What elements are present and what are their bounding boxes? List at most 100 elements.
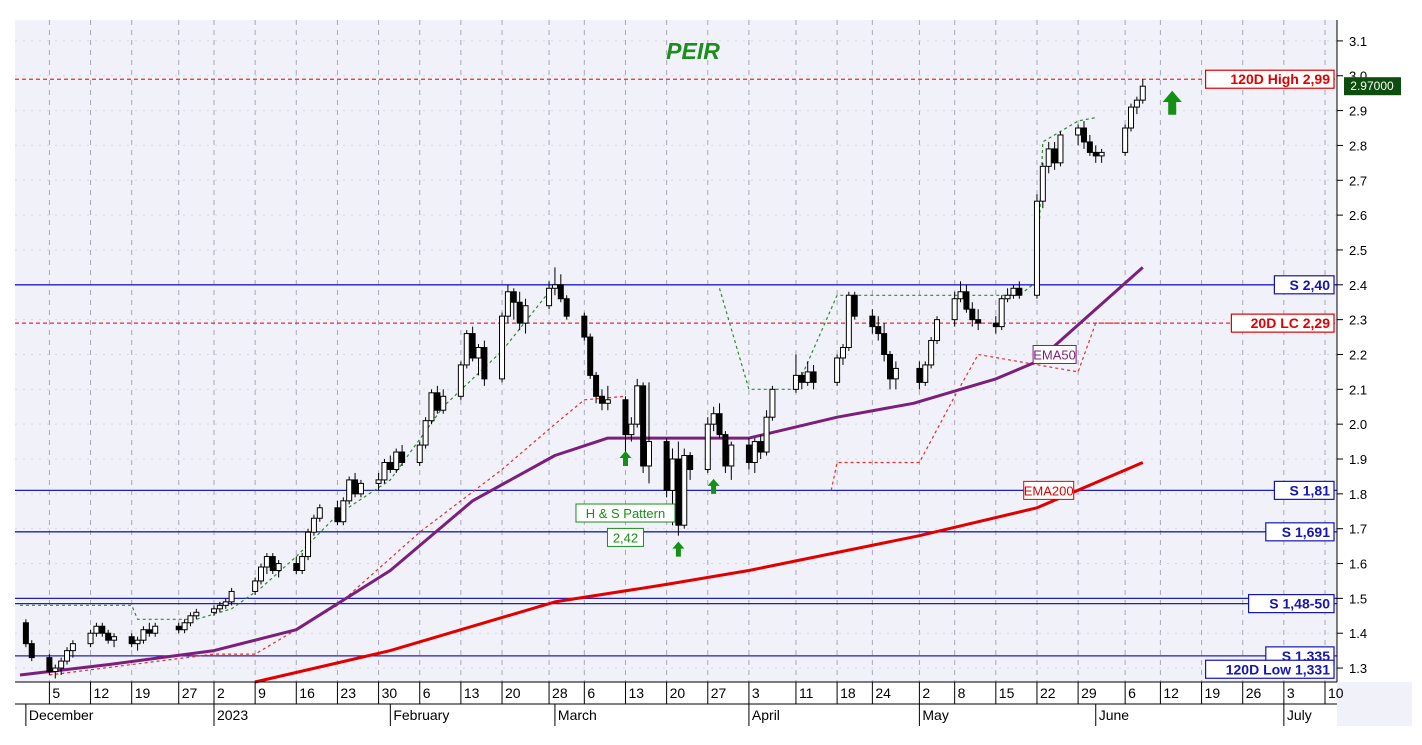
- candle-body-down: [469, 333, 476, 359]
- candle-body-down: [745, 444, 752, 463]
- candle-body-up: [551, 284, 558, 289]
- candle-body-down: [963, 291, 970, 310]
- level-label-box: [1273, 480, 1335, 500]
- candle: [922, 361, 929, 386]
- candle: [463, 330, 470, 369]
- candle-body-down: [46, 657, 53, 673]
- candle: [1092, 145, 1099, 163]
- candle-body-up: [839, 347, 846, 359]
- candle-body-down: [510, 291, 517, 303]
- candle-body-down: [881, 333, 888, 355]
- x-tick-label: 8: [958, 685, 966, 701]
- chart-title: PEIR: [666, 38, 720, 64]
- last-price-text: 2.97000: [1350, 79, 1394, 93]
- candle: [87, 629, 94, 648]
- candle-body-up: [152, 625, 159, 634]
- trailing-stop-red-lower: [830, 322, 1143, 491]
- candle-body-down: [593, 374, 600, 397]
- candle-body-up: [475, 347, 482, 359]
- annotation-text: EMA200: [1024, 483, 1074, 498]
- candle-body-up: [222, 601, 229, 606]
- x-tick-label: 15: [999, 685, 1015, 701]
- candle-body-down: [334, 507, 341, 523]
- ema200-line: [254, 461, 1144, 684]
- x-tick-label: 30: [382, 685, 398, 701]
- candle-body-up: [728, 444, 735, 467]
- candle-body-down: [581, 315, 588, 338]
- candle: [869, 309, 876, 334]
- candle: [93, 622, 100, 637]
- x-tick-label: 6: [423, 685, 431, 701]
- x-tick-label: 18: [840, 685, 856, 701]
- candle: [1010, 284, 1017, 299]
- candle: [546, 281, 553, 310]
- candle-body-down: [1080, 127, 1087, 143]
- last-price-box: [1344, 77, 1401, 96]
- x-tick-label: 20: [505, 685, 521, 701]
- candle-body-up: [934, 319, 941, 342]
- annotation-text: H & S Pattern: [586, 506, 665, 521]
- candle: [675, 441, 682, 536]
- candle-body-down: [128, 636, 135, 645]
- candle-body-down: [722, 434, 729, 467]
- level-label: 20D LC 2,29: [1230, 313, 1335, 333]
- candle-body-up: [645, 441, 652, 467]
- last-price-tag: 2.97000: [1344, 77, 1401, 96]
- candle: [175, 622, 182, 634]
- candle-body-down: [798, 374, 805, 383]
- x-tick-label: 13: [628, 685, 644, 701]
- candle: [416, 441, 423, 466]
- up-arrow-icon: [619, 451, 632, 466]
- level-label-box: [1273, 275, 1335, 295]
- candle-body-down: [757, 441, 764, 453]
- annotation-ema200: EMA200: [1023, 480, 1075, 500]
- candle: [1051, 141, 1058, 170]
- candle: [704, 417, 711, 473]
- x-tick-label: 29: [1081, 685, 1097, 701]
- candle-body-up: [463, 333, 470, 366]
- candle: [99, 622, 106, 637]
- candle-body-up: [58, 660, 65, 669]
- level-label-box: [1204, 659, 1335, 679]
- candle-body-up: [763, 416, 770, 453]
- candle: [604, 385, 611, 411]
- candle: [1133, 96, 1140, 115]
- candle-body-up: [340, 500, 347, 523]
- annotation-box: [606, 527, 644, 547]
- candle: [275, 560, 282, 578]
- candle-body-down: [175, 625, 182, 631]
- x-tick-label: 22: [1040, 685, 1056, 701]
- candles: [22, 79, 1146, 679]
- candle: [645, 382, 652, 484]
- candle: [722, 431, 729, 473]
- y-tick-label: 2.5: [1349, 243, 1367, 258]
- x-tick-label: 24: [875, 685, 891, 701]
- candle-body-down: [622, 399, 629, 436]
- candle: [228, 587, 235, 606]
- candle: [745, 438, 752, 470]
- moving-average-lines: [19, 266, 1144, 684]
- candle: [851, 291, 858, 320]
- candle-body-down: [869, 315, 876, 328]
- x-tick-label: 20: [670, 685, 686, 701]
- candle: [798, 371, 805, 390]
- candle-body-up: [628, 423, 635, 436]
- x-tick-label: 2: [922, 685, 930, 701]
- candle: [293, 556, 300, 574]
- candle-body-up: [751, 441, 758, 463]
- y-tick-label: 1.9: [1349, 452, 1367, 467]
- candle: [681, 448, 688, 529]
- candle: [193, 608, 200, 620]
- candle: [557, 274, 564, 303]
- candle: [393, 448, 400, 473]
- month-label: 2023: [217, 707, 248, 723]
- month-label: May: [922, 707, 948, 723]
- month-label: June: [1099, 707, 1130, 723]
- level-label-box: [1204, 69, 1335, 89]
- candle-body-up: [69, 643, 76, 652]
- candle: [299, 553, 306, 574]
- candle: [957, 281, 964, 303]
- candle-body-down: [563, 298, 570, 317]
- candle-body-up: [804, 371, 811, 383]
- level-label-text: S 2,40: [1290, 277, 1331, 293]
